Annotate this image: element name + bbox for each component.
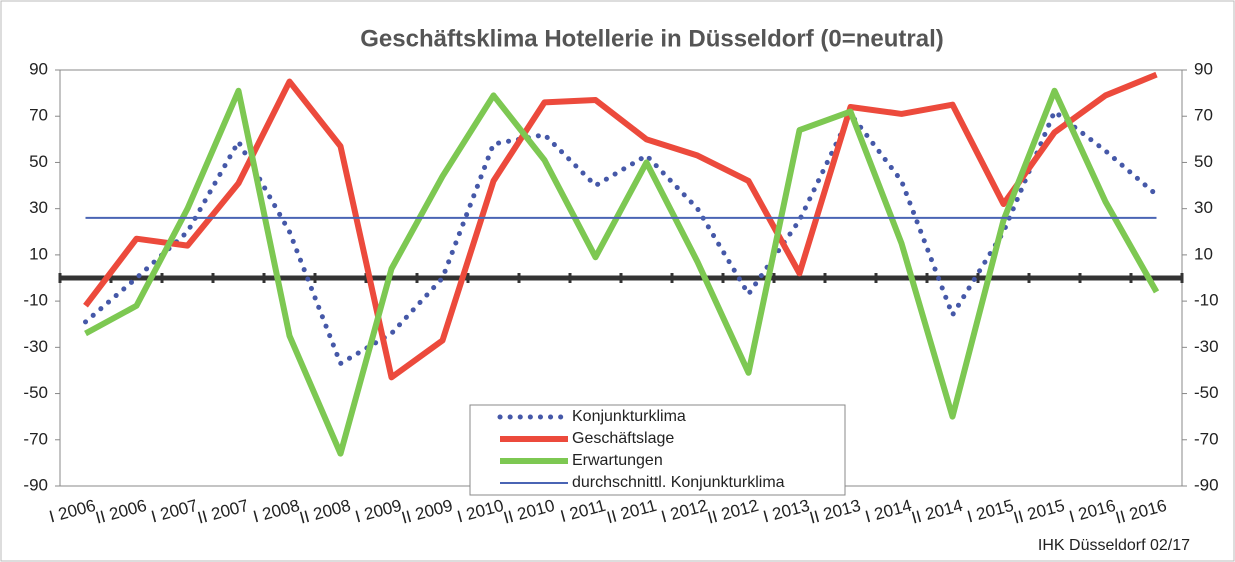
y-tick-label: -70 <box>23 429 48 448</box>
legend-box <box>469 404 846 496</box>
y2-tick-label: 90 <box>1194 59 1213 78</box>
y-tick-label: 10 <box>29 244 48 263</box>
y2-tick-label: 30 <box>1194 198 1213 217</box>
y-tick-label: -90 <box>23 475 48 494</box>
y2-tick-label: 70 <box>1194 106 1213 125</box>
y2-tick-label: 50 <box>1194 152 1213 171</box>
y-tick-label: 30 <box>29 198 48 217</box>
y-tick-label: -50 <box>23 383 48 402</box>
y2-tick-label: -70 <box>1194 429 1219 448</box>
y-tick-label: 90 <box>29 59 48 78</box>
legend-label: Konjunkturklima <box>572 408 686 425</box>
y2-tick-label: -10 <box>1194 291 1219 310</box>
y-tick-label: -10 <box>23 291 48 310</box>
legend-label: durchschnittl. Konjunkturklima <box>572 474 785 491</box>
series-line <box>83 107 1159 368</box>
y-tick-label: 70 <box>29 106 48 125</box>
y2-tick-label: 10 <box>1194 244 1213 263</box>
y2-tick-label: -50 <box>1194 383 1219 402</box>
series-line <box>83 71 1158 381</box>
source-note: IHK Düsseldorf 02/17 <box>1038 537 1190 554</box>
legend-label: Geschäftslage <box>572 430 674 447</box>
y2-tick-label: -30 <box>1194 337 1219 356</box>
y-tick-label: -30 <box>23 337 48 356</box>
series-line <box>84 87 1160 457</box>
y-tick-label: 50 <box>29 152 48 171</box>
legend-label: Erwartungen <box>572 452 663 469</box>
chart-title: Geschäftsklima Hotellerie in Düsseldorf … <box>360 25 944 52</box>
y2-tick-label: -90 <box>1194 475 1219 494</box>
